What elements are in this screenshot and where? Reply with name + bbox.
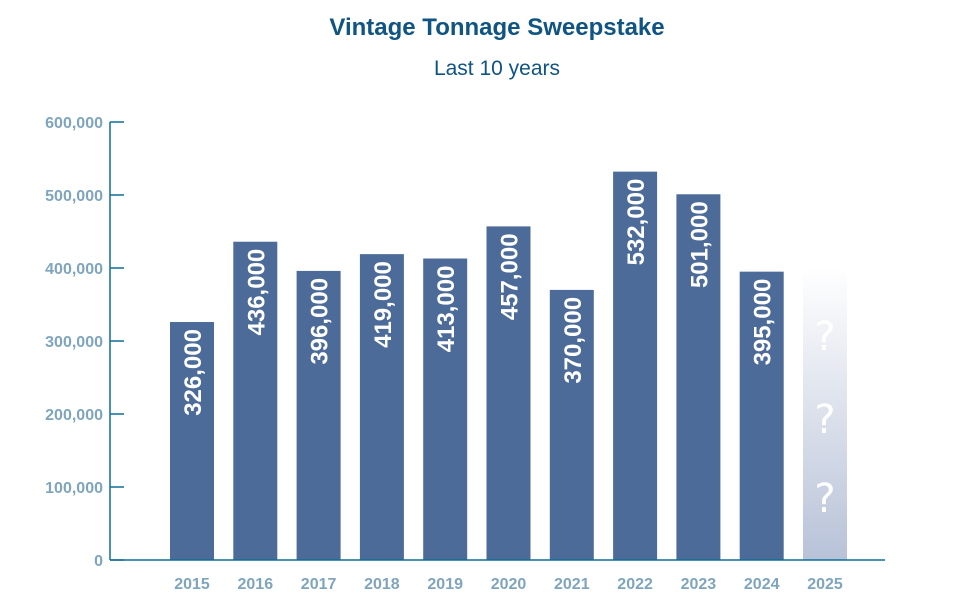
question-mark: ? bbox=[814, 397, 835, 443]
x-tick-label: 2018 bbox=[364, 576, 400, 593]
placeholder-bar bbox=[803, 268, 847, 560]
bar-value-label: 532,000 bbox=[623, 179, 650, 266]
bar-value-label: 436,000 bbox=[243, 249, 270, 336]
x-tick-label: 2016 bbox=[238, 576, 274, 593]
bar bbox=[486, 226, 531, 560]
bar bbox=[233, 241, 278, 560]
x-tick-label: 2025 bbox=[807, 576, 843, 593]
y-tick-label: 300,000 bbox=[45, 334, 103, 351]
bar-value-label: 326,000 bbox=[180, 329, 207, 416]
y-tick-label: 600,000 bbox=[45, 115, 103, 132]
bar bbox=[613, 171, 658, 560]
bar bbox=[739, 271, 784, 560]
bar bbox=[676, 194, 721, 560]
bar-value-label: 413,000 bbox=[433, 266, 460, 353]
bar bbox=[296, 270, 341, 560]
bar bbox=[423, 258, 468, 560]
bar bbox=[549, 289, 594, 560]
x-tick-label: 2015 bbox=[174, 576, 210, 593]
bar-value-label: 419,000 bbox=[370, 261, 397, 348]
y-axis: 0 100,000 200,000 300,000 400,000 500,000 600,… bbox=[45, 115, 124, 570]
bar-value-label: 370,000 bbox=[560, 297, 587, 384]
bar bbox=[170, 322, 214, 560]
question-mark: ? bbox=[814, 314, 835, 360]
x-tick-label: 2024 bbox=[744, 576, 780, 593]
x-tick-label: 2017 bbox=[301, 576, 337, 593]
chart-title: Vintage Tonnage Sweepstake bbox=[329, 14, 665, 41]
bar bbox=[359, 254, 404, 560]
bar-value-label: 457,000 bbox=[497, 233, 524, 320]
y-tick-label: 0 bbox=[94, 553, 103, 570]
x-axis: 2015 2016 2017 2018 2019 2020 2021 2022 2023 2024… bbox=[110, 559, 885, 593]
bar-value-label: 396,000 bbox=[307, 278, 334, 365]
bar-value-label: 501,000 bbox=[686, 201, 713, 288]
x-tick-label: 2020 bbox=[491, 576, 527, 593]
y-tick-label: 500,000 bbox=[45, 188, 103, 205]
x-tick-label: 2019 bbox=[427, 576, 463, 593]
y-tick-label: 100,000 bbox=[45, 480, 103, 497]
y-tick-label: 400,000 bbox=[45, 261, 103, 278]
question-mark: ? bbox=[814, 476, 835, 522]
bars: 326,000 436,000 396,000 419,000 413,000 457,0… bbox=[170, 171, 847, 560]
x-tick-label: 2021 bbox=[554, 576, 590, 593]
chart-subtitle: Last 10 years bbox=[433, 57, 561, 80]
y-tick-label: 200,000 bbox=[45, 407, 103, 424]
x-tick-label: 2022 bbox=[617, 576, 653, 593]
bar-value-label: 395,000 bbox=[750, 279, 777, 366]
x-tick-label: 2023 bbox=[681, 576, 717, 593]
